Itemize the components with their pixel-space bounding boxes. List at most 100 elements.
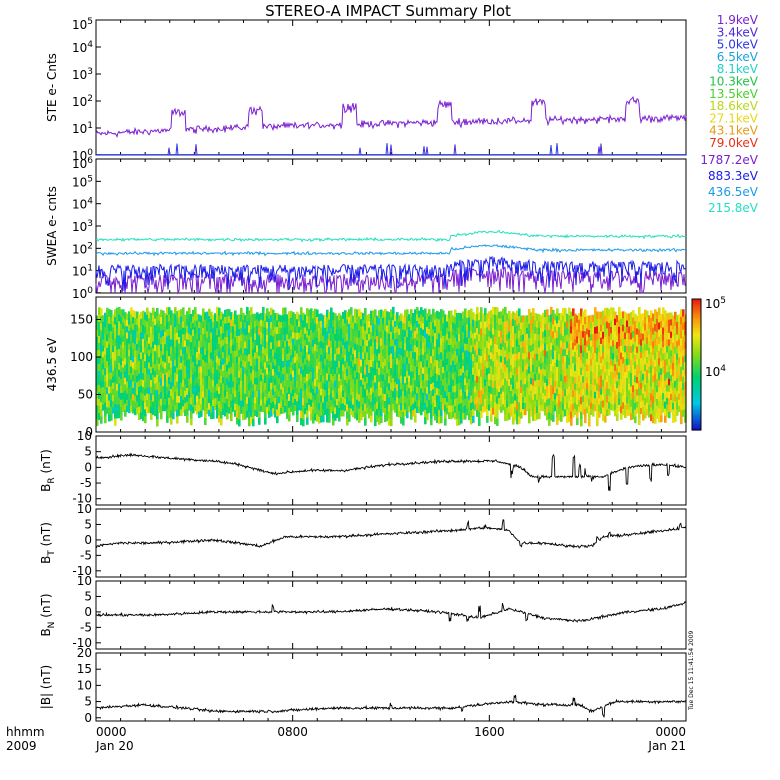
heatmap-cell: [476, 313, 479, 322]
heatmap-cell: [480, 403, 483, 412]
heatmap-cell: [350, 394, 353, 402]
heatmap-cell: [524, 371, 527, 378]
heatmap-cell: [286, 405, 289, 413]
heatmap-cell: [158, 326, 161, 333]
heatmap-cell: [372, 379, 375, 387]
heatmap-cell: [248, 353, 251, 362]
heatmap-cell: [220, 403, 223, 412]
heatmap-cell: [404, 362, 407, 370]
heatmap-cell: [600, 337, 603, 344]
heatmap-cell: [182, 386, 185, 394]
heatmap-cell: [630, 392, 633, 400]
heatmap-cell: [132, 406, 135, 414]
heatmap-cell: [628, 383, 631, 391]
heatmap-cell: [418, 310, 421, 318]
heatmap-cell: [434, 352, 437, 360]
heatmap-cell: [668, 338, 671, 346]
heatmap-cell: [646, 336, 649, 344]
heatmap-cell: [230, 339, 233, 347]
heatmap-cell: [498, 330, 501, 337]
heatmap-cell: [630, 379, 633, 387]
heatmap-cell: [266, 321, 269, 329]
heatmap-cell: [408, 362, 411, 370]
heatmap-cell: [158, 375, 161, 383]
heatmap-cell: [356, 309, 359, 317]
heatmap-cell: [292, 344, 295, 352]
colorbar-segment: [692, 416, 701, 420]
heatmap-cell: [672, 362, 675, 370]
heatmap-cell: [110, 310, 113, 318]
heatmap-cell: [300, 365, 303, 374]
heatmap-cell: [450, 405, 453, 413]
heatmap-cell: [370, 380, 373, 388]
heatmap-cell: [338, 394, 341, 402]
heatmap-cell: [226, 343, 229, 351]
heatmap-cell: [538, 359, 541, 367]
heatmap-cell: [346, 318, 349, 327]
heatmap-cell: [546, 330, 549, 338]
heatmap-cell: [256, 344, 259, 352]
heatmap-cell: [366, 388, 369, 396]
heatmap-cell: [230, 352, 233, 361]
heatmap-cell: [204, 382, 207, 390]
heatmap-cell: [428, 309, 431, 317]
heatmap-cell: [420, 361, 423, 369]
heatmap-cell: [256, 325, 259, 333]
heatmap-cell: [572, 410, 575, 418]
heatmap-cell: [588, 322, 591, 330]
heatmap-cell: [670, 380, 673, 388]
heatmap-cell: [358, 308, 361, 317]
heatmap-cell: [324, 314, 327, 322]
heatmap-cell: [476, 327, 479, 335]
heatmap-cell: [304, 388, 307, 396]
heatmap-cell: [544, 355, 547, 364]
heatmap-cell: [318, 313, 321, 322]
heatmap-cell: [430, 348, 433, 357]
heatmap-cell: [624, 331, 627, 340]
heatmap-cell: [616, 400, 619, 408]
heatmap-cell: [110, 330, 113, 339]
heatmap-cell: [452, 385, 455, 393]
heatmap-cell: [664, 359, 667, 367]
heatmap-cell: [184, 390, 187, 398]
heatmap-cell: [580, 367, 583, 375]
heatmap-cell: [396, 351, 399, 359]
heatmap-cell: [278, 364, 281, 372]
heatmap-cell: [280, 346, 283, 353]
heatmap-cell: [140, 345, 143, 353]
heatmap-cell: [628, 326, 631, 333]
colorbar-segment: [692, 314, 701, 318]
heatmap-cell: [154, 337, 157, 345]
heatmap-cell: [218, 350, 221, 359]
heatmap-cell: [534, 326, 537, 334]
heatmap-cell: [394, 393, 397, 401]
heatmap-cell: [418, 342, 421, 350]
heatmap-cell: [122, 373, 125, 381]
heatmap-cell: [390, 338, 393, 347]
heatmap-cell: [462, 318, 465, 326]
heatmap-cell: [608, 315, 611, 323]
heatmap-cell: [608, 355, 611, 363]
heatmap-cell: [552, 351, 555, 360]
heatmap-cell: [400, 395, 403, 404]
heatmap-cell: [122, 328, 125, 336]
heatmap-cell: [486, 320, 489, 328]
heatmap-cell: [520, 386, 523, 393]
heatmap-cell: [676, 365, 679, 373]
heatmap-cell: [508, 310, 511, 319]
colorbar-segment: [692, 325, 701, 328]
heatmap-cell: [612, 365, 615, 373]
heatmap-cell: [112, 320, 115, 328]
heatmap-cell: [506, 400, 509, 408]
heatmap-cell: [184, 358, 187, 366]
heatmap-cell: [420, 327, 423, 335]
heatmap-cell: [300, 307, 303, 316]
heatmap-cell: [296, 339, 299, 347]
heatmap-cell: [272, 316, 275, 324]
heatmap-cell: [204, 340, 207, 348]
heatmap-cell: [646, 349, 649, 357]
heatmap-cell: [102, 344, 105, 352]
heatmap-cell: [286, 379, 289, 387]
heatmap-cell: [662, 379, 665, 387]
heatmap-cell: [116, 376, 119, 384]
